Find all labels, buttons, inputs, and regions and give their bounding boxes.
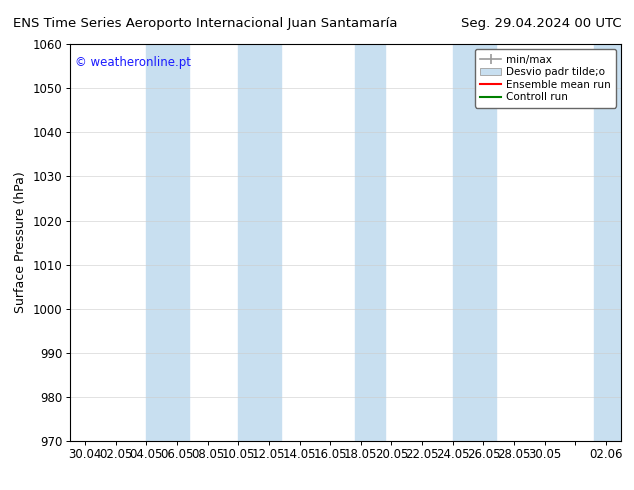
Legend: min/max, Desvio padr tilde;o, Ensemble mean run, Controll run: min/max, Desvio padr tilde;o, Ensemble m… xyxy=(475,49,616,107)
Bar xyxy=(593,44,621,441)
Y-axis label: Surface Pressure (hPa): Surface Pressure (hPa) xyxy=(15,172,27,314)
Text: Seg. 29.04.2024 00 UTC: Seg. 29.04.2024 00 UTC xyxy=(461,17,621,30)
Bar xyxy=(146,44,189,441)
Bar xyxy=(238,44,281,441)
Text: ENS Time Series Aeroporto Internacional Juan Santamaría: ENS Time Series Aeroporto Internacional … xyxy=(13,17,397,30)
Bar xyxy=(354,44,385,441)
Text: © weatheronline.pt: © weatheronline.pt xyxy=(75,56,191,69)
Bar xyxy=(453,44,496,441)
